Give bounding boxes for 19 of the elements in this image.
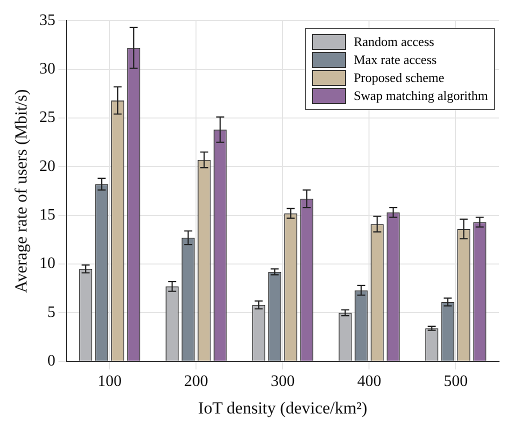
y-tick-label: 25 [39, 109, 56, 126]
legend-label: Proposed scheme [354, 70, 444, 86]
x-tick-label: 300 [270, 373, 295, 390]
y-axis-title: Average rate of users (Mbit/s) [12, 89, 31, 293]
legend-label: Max rate access [354, 52, 437, 68]
y-tick-label: 0 [47, 352, 56, 370]
x-tick-label: 500 [444, 373, 468, 390]
legend-label: Random access [354, 34, 434, 50]
y-tick-label: 35 [39, 12, 56, 29]
y-tick-label: 10 [39, 255, 56, 272]
x-tick-label: 200 [184, 373, 208, 390]
x-axis-title: IoT density (device/km²) [198, 398, 368, 418]
y-tick-label: 5 [47, 304, 56, 321]
y-tick-label: 20 [39, 158, 56, 175]
y-tick-label: 30 [39, 60, 56, 78]
legend-label: Swap matching algorithm [354, 88, 488, 104]
x-tick-label: 100 [98, 373, 122, 390]
x-tick-label: 400 [357, 373, 382, 390]
y-tick-label: 15 [39, 206, 56, 224]
